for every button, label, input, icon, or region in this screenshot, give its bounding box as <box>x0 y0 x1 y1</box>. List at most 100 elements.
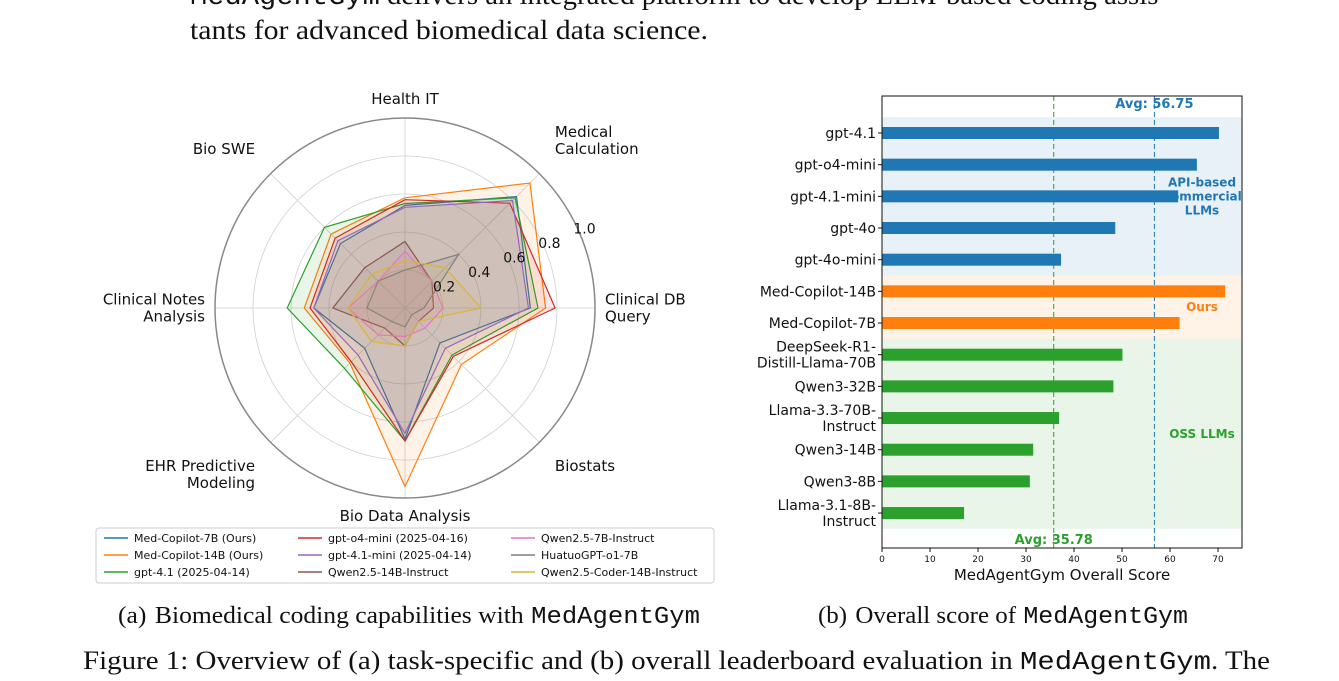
legend-label: Qwen2.5-Coder-14B-Instruct <box>541 566 698 579</box>
radar-frame <box>214 117 596 499</box>
bar <box>882 380 1114 393</box>
bar <box>882 222 1116 235</box>
radar-area <box>313 199 530 435</box>
bar <box>882 190 1179 203</box>
legend-label: Med-Copilot-7B (Ours) <box>134 532 256 545</box>
y-tick-label: DeepSeek-R1-Distill-Llama-70B <box>757 340 876 372</box>
bar <box>882 253 1062 266</box>
text-line: Commercial <box>1162 189 1242 203</box>
x-tick-label: 0 <box>879 555 885 565</box>
y-tick-label: gpt-4o <box>830 221 876 237</box>
code-text: MedAgentGym <box>190 0 380 13</box>
text-line: Analysis <box>143 308 205 326</box>
bar <box>882 158 1197 171</box>
reference-label: Avg: 56.75 <box>1115 97 1193 112</box>
legend-label: gpt-4.1-mini (2025-04-14) <box>328 549 472 562</box>
x-tick-label: 40 <box>1068 555 1080 565</box>
r-tick-label: 0.2 <box>433 279 455 295</box>
legend-label: HuatuoGPT-o1-7B <box>541 549 638 562</box>
text-line: Instruct <box>822 514 876 530</box>
text-line: Medical <box>555 123 612 141</box>
axis-label: Clinical Notes Analysis <box>103 291 205 326</box>
text: Biomedical coding capabilities with <box>155 603 524 629</box>
text: delivers an integrated platform to devel… <box>380 0 1168 10</box>
spoke <box>404 307 540 443</box>
figure-caption: Figure 1: Overview of (a) task-specific … <box>83 646 1270 677</box>
text-line: DeepSeek-R1- <box>776 340 876 356</box>
legend-label: gpt-o4-mini (2025-04-16) <box>328 532 468 545</box>
axis-label: EHR Predictive Modeling <box>145 457 255 492</box>
text-line: Query <box>605 308 651 326</box>
x-tick-label: 10 <box>924 555 936 565</box>
text-line: LLMs <box>1185 203 1219 217</box>
subcaption: (a) Biomedical coding capabilities with Me… <box>118 603 700 631</box>
r-tick-label: 0.8 <box>538 236 560 252</box>
group-band <box>882 338 1242 529</box>
y-tick-label: gpt-4o-mini <box>795 253 876 269</box>
code-text: MedAgentGym <box>531 604 700 631</box>
bar <box>882 507 965 520</box>
x-tick-label: 30 <box>1020 555 1032 565</box>
text-line: Llama-3.1-8B- <box>778 498 876 514</box>
intro-line: tants for advanced biomedical data scien… <box>190 15 708 45</box>
text: (b) <box>818 603 847 629</box>
bar-chart: API-based Commercial LLMs Ours OSS LLMs Avg: … <box>757 95 1243 584</box>
y-tick-label: Llama-3.3-70B-Instruct <box>769 403 877 435</box>
x-tick-label: 60 <box>1164 555 1176 565</box>
radar-area <box>347 259 483 347</box>
text-line: Clinical DB <box>605 291 686 309</box>
subcaption: (b) Overall score of MedAgentGym <box>818 603 1188 631</box>
y-tick-label: Med-Copilot-14B <box>760 284 876 300</box>
axis-label: Clinical DB Query <box>605 291 686 326</box>
axis-label: Medical Calculation <box>555 123 639 158</box>
r-tick-label: 0.4 <box>468 265 490 281</box>
r-tick-label: 1.0 <box>573 221 595 237</box>
bar <box>882 475 1030 488</box>
legend-label: Qwen2.5-14B-Instruct <box>328 566 449 579</box>
group-label: API-based Commercial LLMs <box>1162 175 1242 217</box>
y-tick-label: Med-Copilot-7B <box>769 316 876 332</box>
bar <box>882 443 1034 456</box>
y-tick-label: gpt-4.1 <box>825 126 876 142</box>
spoke <box>270 307 406 443</box>
text: (a) <box>118 603 146 629</box>
x-tick-label: 50 <box>1116 555 1128 565</box>
text-line: Distill-Llama-70B <box>757 356 876 372</box>
radar-area <box>366 253 461 328</box>
text-line: Calculation <box>555 140 639 158</box>
y-tick-label: Qwen3-14B <box>795 443 876 459</box>
text-line: Modeling <box>187 474 255 492</box>
y-tick-label: gpt-o4-mini <box>795 158 876 174</box>
text-line: Llama-3.3-70B- <box>769 403 876 419</box>
text: . The <box>1211 646 1270 675</box>
group-label: Ours <box>1186 300 1218 314</box>
text-line: API-based <box>1168 175 1236 189</box>
x-axis-title: MedAgentGym Overall Score <box>954 566 1170 584</box>
intro-line: MedAgentGym delivers an integrated platf… <box>190 0 1168 13</box>
legend-label: Med-Copilot-14B (Ours) <box>134 549 263 562</box>
y-tick-label: Qwen3-8B <box>804 474 876 490</box>
axis-label: Bio SWE <box>193 140 255 158</box>
code-text: MedAgentGym <box>1023 604 1188 631</box>
code-text: MedAgentGym <box>1020 647 1211 677</box>
legend: Med-Copilot-7B (Ours) Med-Copilot-14B (Ou… <box>95 527 715 584</box>
radar-area <box>303 182 547 489</box>
text: Figure 1: Overview of (a) task-specific … <box>83 646 1020 675</box>
plot-frame <box>881 95 1243 549</box>
y-tick-label: gpt-4.1-mini <box>790 189 876 205</box>
y-tick-label: Llama-3.1-8B-Instruct <box>778 498 877 530</box>
r-tick-label: 0.6 <box>503 250 525 266</box>
legend-label: gpt-4.1 (2025-04-14) <box>134 566 250 579</box>
y-tick-label: Qwen3-32B <box>795 379 876 395</box>
reference-label: Avg: 35.78 <box>1015 533 1093 548</box>
axis-label: Health IT <box>371 90 439 108</box>
axis-label: Bio Data Analysis <box>340 507 471 525</box>
bar <box>882 348 1123 361</box>
x-tick-label: 70 <box>1212 555 1224 565</box>
legend-box <box>95 527 715 584</box>
bar <box>882 127 1219 139</box>
group-label: OSS LLMs <box>1169 427 1235 441</box>
bar <box>882 285 1226 298</box>
text-line: Instruct <box>822 419 876 435</box>
